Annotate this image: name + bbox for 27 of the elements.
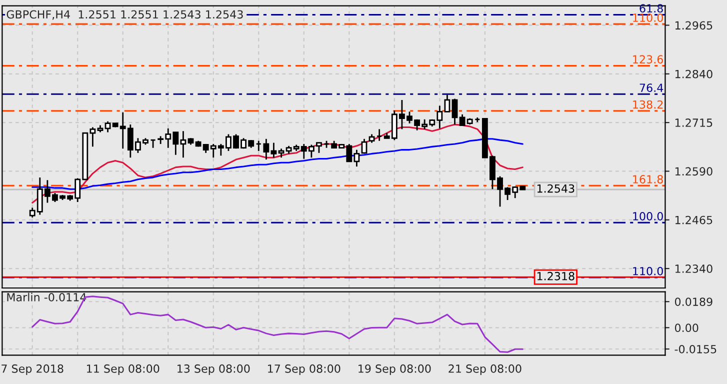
annotation: 76.4 — [640, 84, 664, 92]
y-tick-label: 1.2465 — [675, 216, 712, 224]
x-tick-label: 13 Sep 08:00 — [178, 364, 250, 375]
x-tick-label: 17 Sep 08:00 — [268, 364, 340, 375]
y-tick-label: 1.2715 — [675, 118, 712, 127]
annotation: 161.8 — [633, 175, 663, 184]
annotation: 138.2 — [633, 100, 663, 109]
annotation: 100.0 — [633, 212, 663, 220]
y-tick-label: 1.2965 — [675, 21, 712, 30]
x-tick-label: 11 Sep 08:00 — [87, 364, 160, 375]
y-tick-label: 0.0189 — [674, 298, 712, 306]
y-tick-label: 1.2590 — [675, 167, 712, 176]
chart-title: GBPCHF,H4 1.2551 1.2551 1.2543 1.2543 — [6, 10, 243, 20]
chart-title: Marlin -0.0114 — [7, 292, 86, 302]
y-tick-label: -0.0155 — [674, 344, 716, 354]
annotation: 61.8 — [640, 4, 663, 13]
annotation: 110.0 — [633, 266, 663, 276]
annotation: 123.6 — [633, 55, 663, 64]
ref-line-label: 1.2318 — [537, 272, 574, 280]
x-tick-label: 7 Sep 2018 — [2, 364, 64, 375]
x-tick-label: 21 Sep 08:00 — [448, 364, 522, 375]
ref-line-label: 1.2543 — [537, 184, 574, 193]
y-tick-label: 0.00 — [674, 324, 698, 332]
x-tick-label: 19 Sep 08:00 — [358, 364, 431, 375]
y-tick-label: 1.2840 — [675, 70, 712, 78]
y-tick-label: 1.2340 — [675, 264, 712, 273]
annotation: 110.0 — [633, 14, 663, 22]
